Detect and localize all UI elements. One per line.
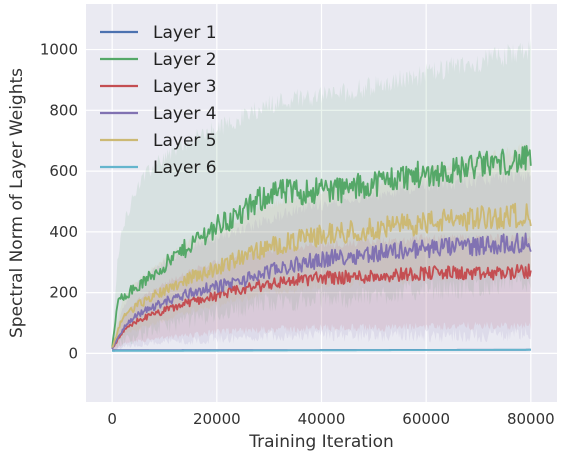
x-tick-label: 20000 bbox=[193, 410, 241, 428]
y-axis-label: Spectral Norm of Layer Weights bbox=[7, 68, 27, 338]
x-tick-label: 80000 bbox=[507, 410, 555, 428]
legend-label: Layer 1 bbox=[153, 23, 217, 43]
y-tick-label: 0 bbox=[68, 344, 78, 362]
y-tick-label: 1000 bbox=[40, 41, 78, 59]
legend: Layer 1 Layer 2 Layer 3 Layer 4 Layer 5 Layer… bbox=[100, 23, 217, 178]
y-tick-label: 600 bbox=[49, 162, 78, 180]
legend-label: Layer 6 bbox=[153, 158, 217, 178]
series-line bbox=[112, 348, 531, 352]
series-line bbox=[111, 144, 532, 348]
y-tick-label: 200 bbox=[49, 284, 78, 302]
series-band bbox=[112, 233, 531, 353]
legend-label: Layer 2 bbox=[153, 50, 217, 70]
x-tick-label: 0 bbox=[107, 410, 117, 428]
x-tick-label: 40000 bbox=[298, 410, 346, 428]
x-tick-label: 60000 bbox=[402, 410, 450, 428]
y-tick-label: 800 bbox=[49, 101, 78, 119]
legend-label: Layer 5 bbox=[153, 131, 217, 151]
y-tick-label: 400 bbox=[49, 223, 78, 241]
legend-label: Layer 3 bbox=[153, 77, 217, 97]
x-tick-labels: 0 20000 40000 60000 80000 bbox=[107, 410, 554, 428]
legend-label: Layer 4 bbox=[153, 104, 217, 124]
series-line bbox=[111, 232, 532, 350]
series-line bbox=[111, 263, 532, 350]
grid-lines bbox=[86, 4, 557, 402]
series-lines bbox=[111, 144, 532, 352]
x-axis-label: Training Iteration bbox=[248, 432, 394, 452]
series-line bbox=[111, 202, 532, 348]
y-tick-labels: 0 200 400 600 800 1000 bbox=[40, 41, 78, 363]
